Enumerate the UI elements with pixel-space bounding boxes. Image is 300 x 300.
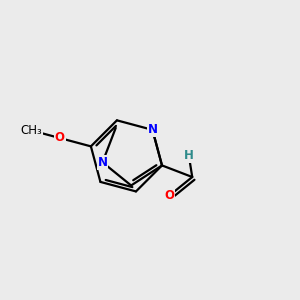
Text: N: N <box>148 123 158 136</box>
Text: N: N <box>98 156 107 169</box>
Text: H: H <box>184 149 194 162</box>
Text: O: O <box>55 131 64 145</box>
Text: O: O <box>164 189 174 202</box>
Text: CH₃: CH₃ <box>20 124 42 137</box>
